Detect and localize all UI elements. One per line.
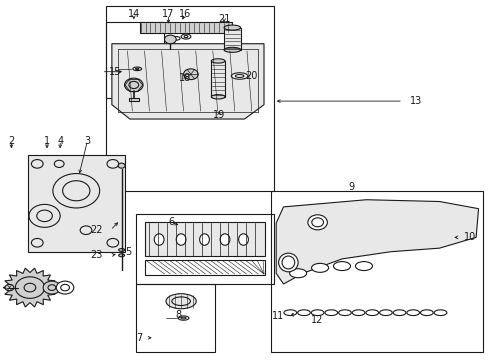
Text: 6: 6 bbox=[168, 217, 174, 227]
Text: 14: 14 bbox=[127, 9, 140, 19]
Text: 22: 22 bbox=[90, 225, 103, 235]
Polygon shape bbox=[3, 268, 57, 307]
Text: 8: 8 bbox=[175, 310, 181, 320]
Polygon shape bbox=[112, 44, 264, 119]
Ellipse shape bbox=[311, 310, 324, 316]
Ellipse shape bbox=[211, 95, 224, 99]
Circle shape bbox=[183, 69, 198, 80]
Text: 18: 18 bbox=[179, 73, 191, 83]
Text: 10: 10 bbox=[463, 232, 475, 242]
Ellipse shape bbox=[289, 269, 306, 278]
Ellipse shape bbox=[355, 262, 372, 271]
Ellipse shape bbox=[433, 310, 446, 316]
Text: 3: 3 bbox=[84, 136, 90, 145]
Ellipse shape bbox=[231, 73, 247, 79]
Ellipse shape bbox=[406, 310, 419, 316]
Text: 17: 17 bbox=[162, 9, 174, 19]
Bar bbox=[224, 28, 240, 50]
Ellipse shape bbox=[199, 234, 209, 245]
Ellipse shape bbox=[420, 310, 432, 316]
Ellipse shape bbox=[165, 294, 196, 309]
Text: 21: 21 bbox=[217, 14, 230, 24]
Ellipse shape bbox=[181, 34, 190, 39]
Text: 23: 23 bbox=[91, 250, 103, 260]
Text: 12: 12 bbox=[310, 315, 322, 325]
Ellipse shape bbox=[133, 67, 142, 71]
Bar bbox=[27, 155, 125, 252]
Ellipse shape bbox=[154, 234, 163, 245]
Ellipse shape bbox=[224, 25, 240, 30]
Ellipse shape bbox=[172, 37, 180, 40]
Ellipse shape bbox=[224, 47, 240, 52]
Text: 2: 2 bbox=[8, 136, 15, 145]
Bar bbox=[144, 222, 265, 256]
Text: 7: 7 bbox=[136, 333, 142, 343]
Ellipse shape bbox=[311, 264, 328, 273]
Bar bbox=[211, 61, 224, 97]
Ellipse shape bbox=[119, 254, 124, 257]
Text: 16: 16 bbox=[179, 9, 191, 19]
Circle shape bbox=[43, 281, 61, 294]
Ellipse shape bbox=[307, 215, 327, 230]
Text: 13: 13 bbox=[409, 96, 422, 106]
Ellipse shape bbox=[124, 78, 143, 92]
Text: 15: 15 bbox=[109, 67, 121, 77]
Bar bbox=[140, 22, 232, 33]
Ellipse shape bbox=[392, 310, 405, 316]
Ellipse shape bbox=[220, 234, 229, 245]
Text: 5: 5 bbox=[125, 247, 131, 257]
Circle shape bbox=[118, 163, 125, 168]
Polygon shape bbox=[276, 200, 478, 284]
Text: 9: 9 bbox=[348, 182, 354, 192]
Circle shape bbox=[56, 281, 74, 294]
Text: 20: 20 bbox=[245, 71, 257, 81]
Ellipse shape bbox=[365, 310, 378, 316]
Bar bbox=[144, 260, 265, 275]
Text: 4: 4 bbox=[57, 136, 63, 145]
Ellipse shape bbox=[351, 310, 364, 316]
Ellipse shape bbox=[379, 310, 391, 316]
Ellipse shape bbox=[238, 234, 248, 245]
Ellipse shape bbox=[176, 234, 185, 245]
Text: 19: 19 bbox=[213, 111, 225, 121]
Ellipse shape bbox=[119, 248, 124, 251]
Ellipse shape bbox=[178, 316, 188, 320]
Ellipse shape bbox=[211, 59, 224, 63]
Text: 1: 1 bbox=[44, 136, 50, 145]
Ellipse shape bbox=[333, 262, 350, 271]
Text: 11: 11 bbox=[272, 311, 284, 321]
Ellipse shape bbox=[325, 310, 337, 316]
Circle shape bbox=[164, 35, 176, 44]
Ellipse shape bbox=[5, 284, 14, 291]
Ellipse shape bbox=[297, 310, 310, 316]
Ellipse shape bbox=[284, 310, 296, 316]
Bar bbox=[129, 98, 139, 101]
Ellipse shape bbox=[338, 310, 350, 316]
Ellipse shape bbox=[278, 253, 298, 272]
